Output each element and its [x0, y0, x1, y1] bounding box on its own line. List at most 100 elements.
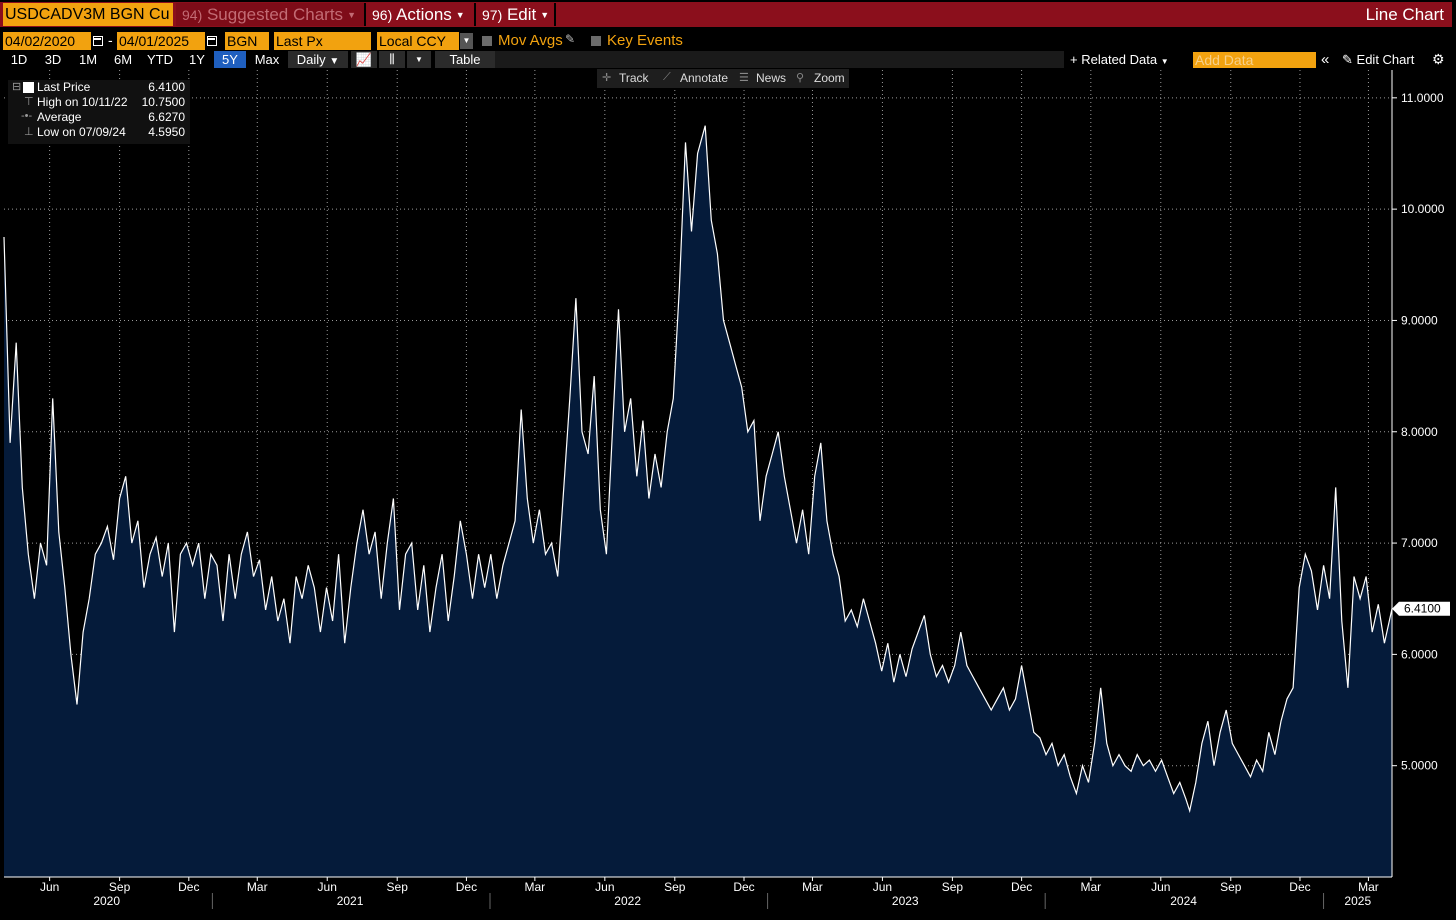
date-range-dash: -: [108, 32, 113, 48]
calendar-icon[interactable]: [207, 36, 217, 46]
price-area-fill: [4, 125, 1392, 877]
chevron-down-icon: ▼: [347, 10, 356, 20]
pencil-icon[interactable]: ✎: [565, 32, 576, 46]
key-events-label[interactable]: Key Events: [607, 32, 683, 49]
end-date-field[interactable]: 04/01/2025: [117, 32, 205, 50]
ticker-field[interactable]: USDCADV3M BGN Cu: [3, 3, 173, 26]
periodicity-dropdown[interactable]: Daily ▼: [288, 51, 348, 68]
legend-average-label: Average: [37, 110, 82, 124]
actions-label: Actions: [396, 5, 452, 24]
x-tick-label: Dec: [1289, 880, 1310, 894]
legend-last-price[interactable]: ⊟ Last Price 6.4100: [8, 80, 190, 95]
collapse-icon[interactable]: «: [1321, 51, 1330, 68]
edit-number: 97): [482, 7, 503, 23]
legend-last-price-label: Last Price: [37, 80, 91, 94]
plus-icon: +: [1070, 52, 1078, 67]
x-tick-label: Sep: [664, 880, 686, 894]
menu-divider: [554, 3, 556, 26]
range-button-1m[interactable]: 1M: [72, 51, 104, 68]
last-value-marker: [1392, 601, 1450, 616]
x-tick-label: Dec: [1011, 880, 1032, 894]
last-value-label: 6.4100: [1404, 602, 1441, 616]
edit-chart-button[interactable]: ✎ Edit Chart: [1342, 51, 1414, 68]
track-button[interactable]: Track: [619, 71, 649, 85]
line-chart-icon[interactable]: 📈: [351, 51, 377, 68]
legend-last-price-value: 6.4100: [148, 80, 185, 94]
y-tick-label: 11.0000: [1401, 91, 1444, 105]
gear-icon[interactable]: ⚙: [1432, 51, 1445, 67]
range-row: 04/02/2020 - 04/01/2025 BGN Last Px Loca…: [0, 31, 1456, 51]
range-button-3d[interactable]: 3D: [38, 51, 68, 68]
x-tick-label: Mar: [247, 880, 268, 894]
annotate-button[interactable]: Annotate: [680, 71, 729, 85]
low-marker-icon: ⊥: [24, 126, 34, 138]
legend-high-label: High on 10/11/22: [37, 95, 128, 109]
actions-menu[interactable]: 96) Actions ▼: [366, 3, 473, 26]
y-tick-label: 7.0000: [1401, 536, 1438, 550]
legend-low-label: Low on 07/09/24: [37, 125, 126, 139]
expand-icon[interactable]: ⊟: [12, 81, 22, 93]
key-events-checkbox[interactable]: [591, 36, 601, 46]
y-tick-label: 5.0000: [1401, 759, 1438, 773]
x-tick-label: Dec: [178, 880, 199, 894]
range-button-1d[interactable]: 1D: [4, 51, 34, 68]
menu-divider: [474, 3, 476, 26]
x-tick-label: Sep: [1220, 880, 1242, 894]
candlestick-icon[interactable]: ⫼: [379, 51, 405, 68]
start-date-field[interactable]: 04/02/2020: [3, 32, 91, 50]
chart-tools-bar: ✛ Track ⟋ Annotate ☰ News ⚲ Zoom: [597, 69, 849, 88]
range-button-ytd[interactable]: YTD: [142, 51, 178, 68]
x-tick-label: Mar: [525, 880, 546, 894]
periodicity-label: Daily: [296, 52, 326, 67]
news-icon[interactable]: ☰: [739, 72, 749, 84]
currency-selector[interactable]: Local CCY: [377, 32, 459, 50]
suggested-charts-label: Suggested Charts: [206, 5, 344, 24]
suggested-charts-menu[interactable]: 94) Suggested Charts ▼: [176, 3, 364, 26]
legend-average-value: 6.6270: [148, 110, 185, 124]
news-button[interactable]: News: [756, 71, 787, 85]
mov-avgs-checkbox[interactable]: [482, 36, 492, 46]
chevron-down-icon: ▼: [1160, 57, 1169, 66]
zoom-icon[interactable]: ⚲: [796, 72, 805, 84]
range-button-1y[interactable]: 1Y: [182, 51, 212, 68]
edit-menu[interactable]: 97) Edit ▼: [476, 3, 554, 26]
y-tick-label: 8.0000: [1401, 425, 1438, 439]
mov-avgs-label[interactable]: Mov Avgs: [498, 32, 563, 49]
x-axis: Jun Sep Dec Mar Jun Sep Dec Mar Jun Sep Dec Mar Jun S…: [4, 876, 1392, 909]
chevron-down-icon[interactable]: ▼: [460, 33, 473, 49]
x-year-label: 2022: [614, 894, 641, 908]
x-tick-label: Mar: [1358, 880, 1379, 894]
table-button[interactable]: Table: [435, 51, 495, 68]
related-data-button[interactable]: + Related Data ▼: [1070, 51, 1169, 68]
edit-label: Edit: [506, 5, 537, 24]
chevron-down-icon: ▼: [540, 10, 550, 20]
range-button-5y[interactable]: 5Y: [214, 51, 246, 68]
annotate-icon[interactable]: ⟋: [663, 71, 671, 83]
legend-high: ⊤ High on 10/11/22 10.7500: [8, 95, 190, 110]
crosshair-icon[interactable]: ✛: [602, 72, 612, 84]
field-selector[interactable]: Last Px: [274, 32, 371, 50]
x-year-label: 2025: [1344, 894, 1371, 908]
chevron-down-icon[interactable]: ▼: [407, 51, 431, 68]
x-tick-label: Dec: [456, 880, 477, 894]
calendar-icon[interactable]: [93, 36, 103, 46]
x-year-label: 2020: [93, 894, 120, 908]
toolbar-background: [494, 51, 1064, 68]
x-tick-label: Sep: [109, 880, 131, 894]
add-data-input[interactable]: Add Data: [1193, 52, 1316, 68]
legend-low: ⊥ Low on 07/09/24 4.5950: [8, 125, 190, 140]
x-tick-label: Mar: [1080, 880, 1101, 894]
range-button-6m[interactable]: 6M: [107, 51, 139, 68]
pencil-icon: ✎: [1342, 52, 1353, 67]
actions-number: 96): [372, 7, 393, 23]
range-button-max[interactable]: Max: [250, 51, 284, 68]
edit-chart-label: Edit Chart: [1356, 52, 1415, 67]
x-tick-label: Jun: [1151, 880, 1170, 894]
legend: ⊟ Last Price 6.4100 ⊤ High on 10/11/22 1…: [8, 80, 190, 144]
high-marker-icon: ⊤: [24, 96, 34, 108]
zoom-button[interactable]: Zoom: [814, 71, 845, 85]
y-tick-label: 10.0000: [1401, 202, 1445, 216]
series-swatch: [23, 82, 34, 93]
source-field[interactable]: BGN: [225, 32, 269, 50]
